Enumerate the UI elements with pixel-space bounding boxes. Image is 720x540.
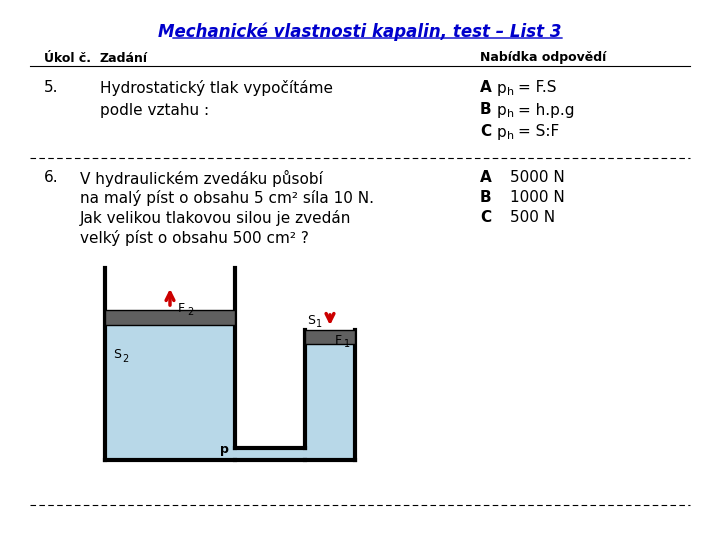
Text: Jak velikou tlakovou silou je zvedán: Jak velikou tlakovou silou je zvedán: [80, 210, 351, 226]
Text: velký píst o obsahu 500 cm² ?: velký píst o obsahu 500 cm² ?: [80, 230, 309, 246]
Text: F: F: [335, 334, 342, 347]
Text: 6.: 6.: [44, 171, 58, 186]
Text: Úkol č.: Úkol č.: [44, 51, 91, 64]
Text: V hydraulickém zvedáku působí: V hydraulickém zvedáku působí: [80, 170, 323, 186]
Text: 5.: 5.: [44, 80, 58, 96]
Text: S: S: [307, 314, 315, 327]
Text: Hydrostatický tlak vypočítáme: Hydrostatický tlak vypočítáme: [100, 80, 333, 96]
Text: 2: 2: [122, 354, 128, 364]
Text: p: p: [497, 103, 507, 118]
Text: A: A: [480, 171, 492, 186]
Bar: [235, 448, 305, 460]
Text: = h.p.g: = h.p.g: [518, 103, 575, 118]
Text: p: p: [497, 125, 507, 139]
Text: = F.S: = F.S: [518, 80, 557, 96]
Text: C: C: [480, 125, 491, 139]
Text: Mechanické vlastnosti kapalin, test – List 3: Mechanické vlastnosti kapalin, test – Li…: [158, 23, 562, 41]
Text: p: p: [220, 443, 229, 456]
Bar: [305, 344, 355, 460]
Text: B: B: [480, 191, 492, 206]
Text: 1: 1: [344, 339, 350, 349]
Text: S: S: [113, 348, 121, 361]
Text: 2: 2: [187, 307, 193, 317]
Bar: [105, 325, 235, 460]
Text: 500 N: 500 N: [510, 211, 555, 226]
Text: 5000 N: 5000 N: [510, 171, 564, 186]
Text: 1000 N: 1000 N: [510, 191, 564, 206]
Text: h: h: [507, 109, 514, 119]
Text: Zadání: Zadání: [100, 51, 148, 64]
Text: p: p: [497, 80, 507, 96]
Text: h: h: [507, 87, 514, 97]
Text: A: A: [480, 80, 492, 96]
Text: = S:F: = S:F: [518, 125, 559, 139]
Text: 1: 1: [316, 319, 322, 329]
Bar: [105, 310, 235, 325]
Text: na malý píst o obsahu 5 cm² síla 10 N.: na malý píst o obsahu 5 cm² síla 10 N.: [80, 190, 374, 206]
Text: podle vztahu :: podle vztahu :: [100, 103, 209, 118]
Text: B: B: [480, 103, 492, 118]
Text: C: C: [480, 211, 491, 226]
Text: Nabídka odpovědí: Nabídka odpovědí: [480, 51, 606, 64]
Text: F: F: [178, 301, 185, 314]
Bar: [305, 330, 355, 344]
Text: h: h: [507, 131, 514, 141]
